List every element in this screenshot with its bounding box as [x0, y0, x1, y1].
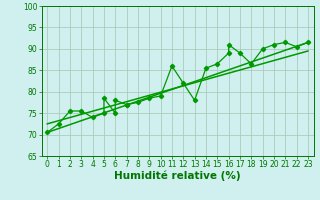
X-axis label: Humidité relative (%): Humidité relative (%) — [114, 171, 241, 181]
